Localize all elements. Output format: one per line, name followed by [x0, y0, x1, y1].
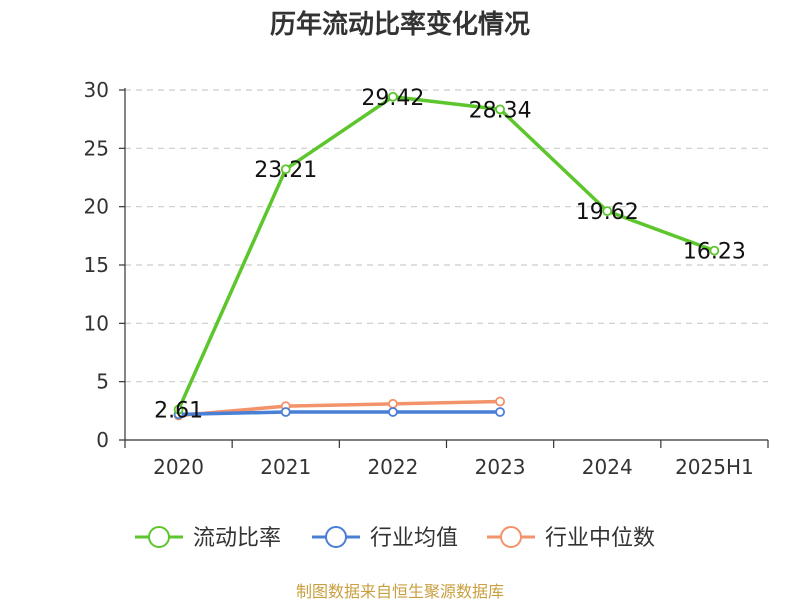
grid-lines [125, 89, 768, 383]
data-point [602, 206, 613, 217]
data-label: 28.34 [469, 98, 532, 123]
y-tick-label: 10 [84, 311, 109, 335]
data-point [173, 404, 184, 415]
data-label: 23.21 [254, 158, 317, 183]
series-line-0 [176, 95, 716, 411]
axes: 0 5 10 15 20 25 30 2020 2021 2022 2023 2024 2025H1 [84, 78, 769, 479]
data-label: 16.23 [683, 240, 746, 265]
legend: 流动比率 行业均值 行业中位数 [135, 526, 655, 551]
data-point [709, 245, 720, 256]
data-point [495, 104, 505, 115]
data-point [388, 91, 398, 102]
data-point [280, 164, 291, 175]
data-point [280, 407, 291, 417]
y-tick-label: 15 [84, 253, 109, 277]
data-point [495, 407, 505, 417]
series-line-1 [178, 410, 501, 417]
data-label: 29.42 [361, 86, 424, 111]
y-tick-label: 25 [84, 136, 109, 160]
series-line-2 [178, 399, 501, 418]
x-tick-label: 2023 [475, 455, 526, 479]
data-label: 2.61 [154, 399, 203, 424]
series-lines [173, 91, 720, 421]
legend-label: 行业均值 [370, 526, 458, 551]
y-tick-label: 0 [96, 428, 109, 452]
data-point [495, 396, 505, 407]
data-point [388, 407, 398, 417]
y-tick-label: 20 [84, 195, 109, 219]
x-tick-label: 2025H1 [675, 455, 754, 479]
data-point [388, 398, 398, 409]
legend-swatch-marker [325, 526, 347, 548]
legend-swatch-marker [500, 526, 522, 548]
x-tick-label: 2020 [153, 455, 204, 479]
y-tick-label: 30 [84, 78, 109, 102]
y-tick-label: 5 [96, 370, 109, 394]
data-labels: 2.61 23.21 29.42 28.34 19.62 16.23 [154, 86, 746, 424]
chart-title: 历年流动比率变化情况 [269, 10, 530, 40]
data-label: 19.62 [576, 200, 639, 225]
x-tick-label: 2021 [260, 455, 311, 479]
source-note: 制图数据来自恒生聚源数据库 [295, 582, 504, 601]
x-tick-label: 2022 [367, 455, 418, 479]
x-tick-label: 2024 [582, 455, 633, 479]
legend-label: 行业中位数 [545, 526, 655, 551]
legend-label: 流动比率 [193, 526, 281, 551]
legend-swatch-marker [148, 526, 170, 548]
